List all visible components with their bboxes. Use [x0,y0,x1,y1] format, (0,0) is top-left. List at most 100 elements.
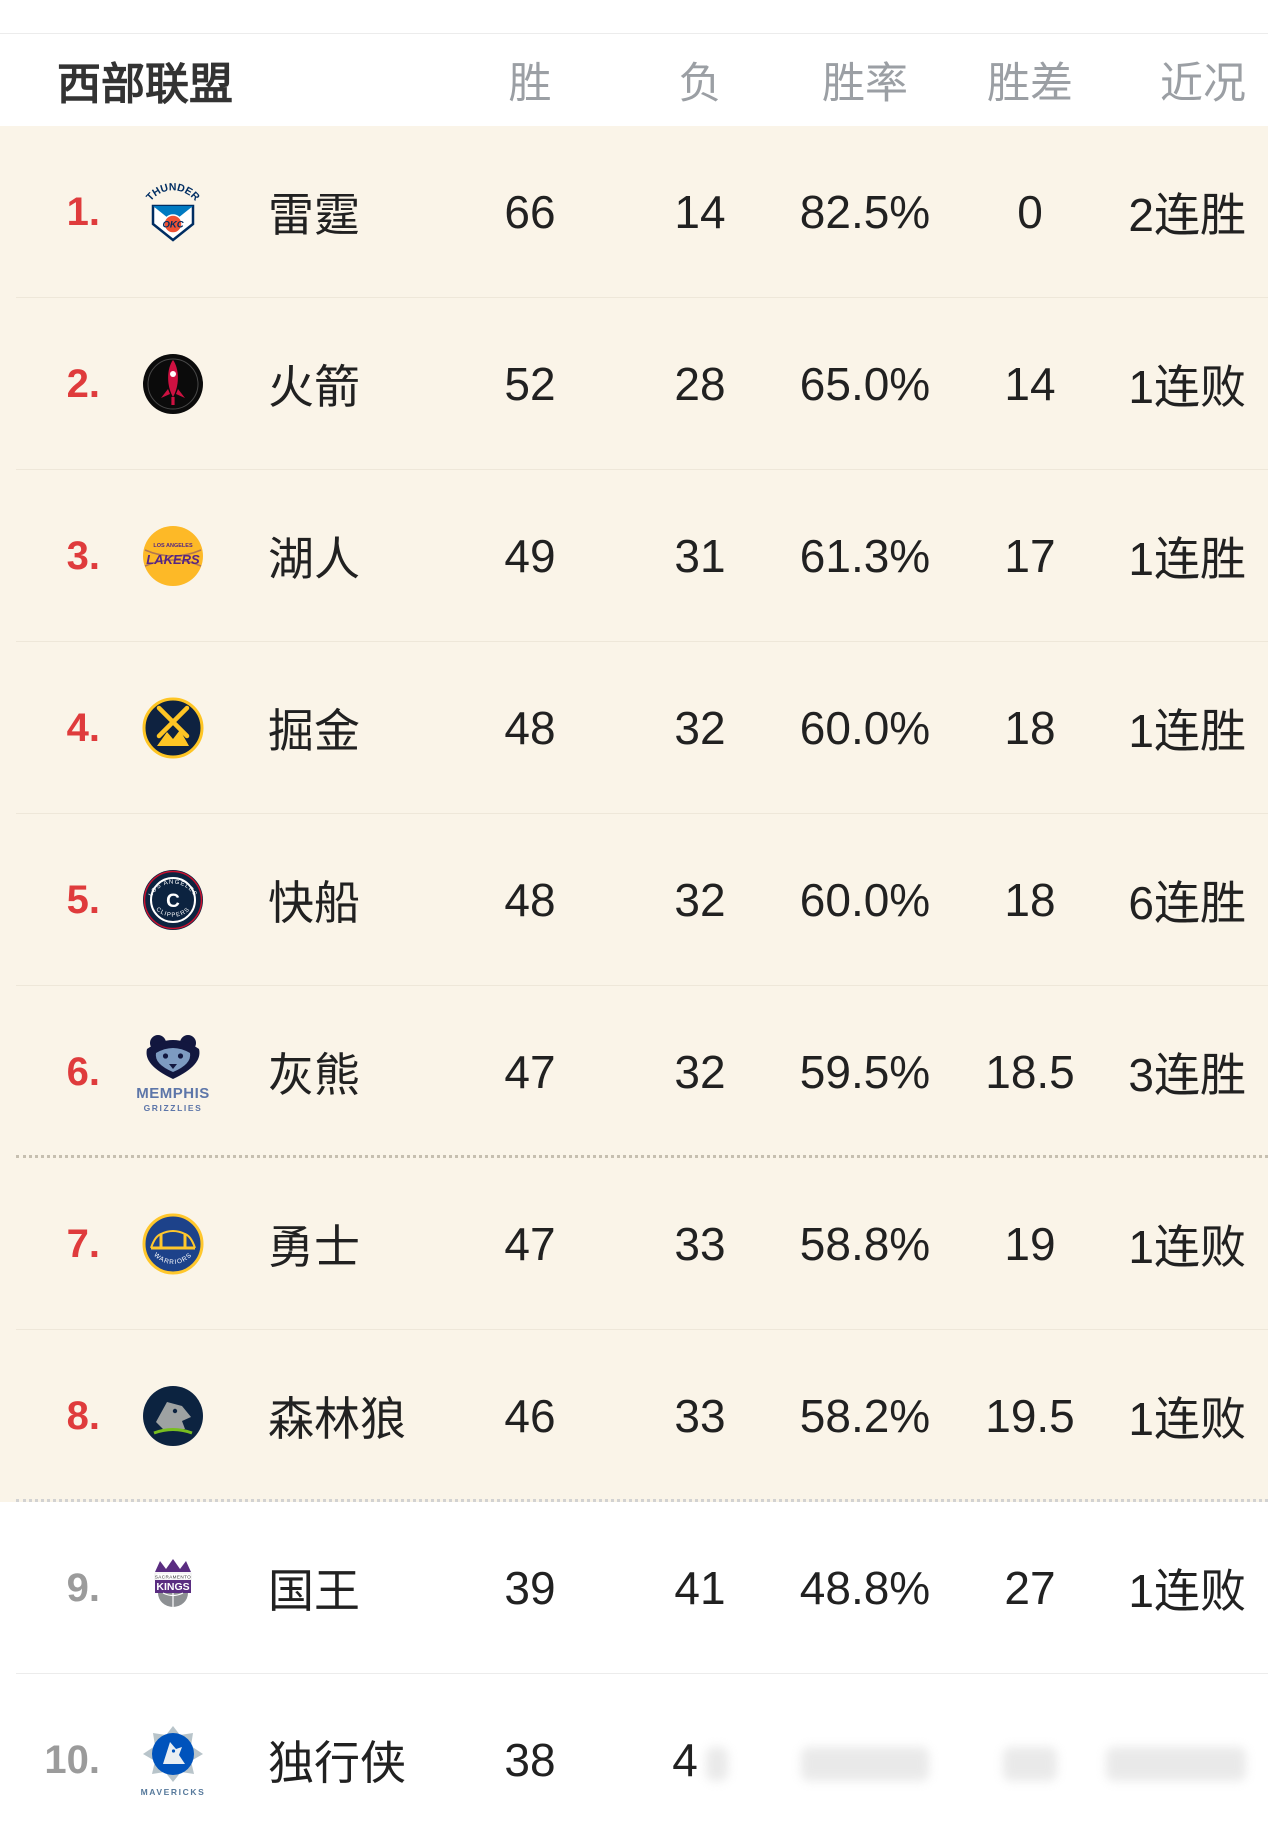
faded-cell-placeholder [801,1746,929,1781]
standings-row[interactable]: 2. 火箭 52 28 65.0% 14 1连败 [0,298,1268,470]
losses-value: 33 [674,1390,726,1442]
faded-cell-placeholder [1106,1746,1246,1781]
team-name: 独行侠 [268,1737,406,1789]
standings-row[interactable]: 5. LOS ANGELES C CLIPPERS 快船 48 32 60.0%… [0,814,1268,986]
standings-row[interactable]: 7. WARRIORS 勇士 47 33 58.8% 19 1连败 [0,1158,1268,1330]
losses-value: 32 [674,1046,726,1098]
losses-value: 33 [674,1218,726,1270]
wins-value: 48 [504,874,556,926]
pct-value [775,1733,955,1787]
team-name: 灰熊 [268,1049,360,1101]
recent-value: 1连胜 [1128,533,1246,585]
pct-value: 82.5% [799,186,931,238]
team-logo-clippers: LOS ANGELES C CLIPPERS [137,864,209,936]
team-logo-mavs: MAVERICKS [137,1724,209,1797]
top-spacer [0,0,1268,34]
losses-value: 14 [674,186,726,238]
team-name: 雷霆 [268,189,360,241]
recent-value: 6连胜 [1128,877,1246,929]
losses-value: 32 [674,702,726,754]
team-name: 火箭 [268,361,360,413]
wins-value: 66 [504,186,556,238]
rank-number: 9. [66,1565,100,1610]
rank-number: 2. [66,361,100,406]
faded-cell-placeholder [705,1746,728,1781]
pct-value: 61.3% [799,530,931,582]
team-logo-wolves [137,1380,209,1452]
wins-value: 38 [504,1734,556,1786]
gb-value: 19 [1004,1218,1056,1270]
team-name: 湖人 [268,533,360,585]
wins-value: 46 [504,1390,556,1442]
team-logo-okc: THUNDER OKC [137,176,209,248]
faded-cell-placeholder [1003,1746,1057,1781]
svg-text:LOS ANGELES: LOS ANGELES [153,543,193,549]
gb-value: 17 [1004,530,1056,582]
team-name: 国王 [268,1565,360,1617]
team-logo-nuggets [137,692,209,764]
team-name: 掘金 [268,705,360,757]
pct-value: 48.8% [799,1562,931,1614]
pct-value: 59.5% [799,1046,931,1098]
svg-text:OKC: OKC [162,220,183,231]
rank-number: 7. [66,1221,100,1266]
svg-text:LAKERS: LAKERS [146,552,200,567]
rank-number: 3. [66,533,100,578]
svg-text:THUNDER: THUNDER [144,181,202,203]
standings-row[interactable]: 4. 掘金 48 32 60.0% 18 1连胜 [0,642,1268,814]
losses-value: 31 [674,530,726,582]
recent-value [1100,1733,1246,1787]
losses-value: 32 [674,874,726,926]
standings-row[interactable]: 6. MEMPHIS GRIZZLIES 灰熊 47 32 59.5% 18.5 … [0,986,1268,1158]
gb-value: 0 [1017,186,1043,238]
losses-value: 28 [674,358,726,410]
standings-body: 1. THUNDER OKC 雷霆 66 14 82.5% 0 2连胜 2. 火… [0,126,1268,1833]
losses-value: 41 [674,1562,726,1614]
column-header-recent: 近况 [1160,60,1246,108]
team-logo-warriors: WARRIORS [137,1208,209,1280]
standings-row[interactable]: 10. MAVERICKS 独行侠 38 4 [0,1674,1268,1833]
svg-text:C: C [166,891,180,912]
column-header-pct: 胜率 [822,60,908,108]
svg-text:SACRAMENTO: SACRAMENTO [155,1574,191,1579]
gb-value: 18 [1004,702,1056,754]
gb-value: 18.5 [985,1046,1075,1098]
wins-value: 49 [504,530,556,582]
column-header-losses: 负 [678,60,722,108]
team-name: 勇士 [268,1221,360,1273]
losses-value: 4 [640,1733,760,1787]
standings-row[interactable]: 8. 森林狼 46 33 58.2% 19.5 1连败 [0,1330,1268,1502]
wins-value: 48 [504,702,556,754]
wins-value: 52 [504,358,556,410]
pct-value: 65.0% [799,358,931,410]
team-logo-kings: SACRAMENTO KINGS [137,1552,209,1624]
gb-value: 27 [1004,1562,1056,1614]
svg-text:KINGS: KINGS [156,1581,189,1593]
standings-row[interactable]: 9. SACRAMENTO KINGS 国王 39 41 48.8% 27 1连… [0,1502,1268,1674]
rank-number: 10. [44,1737,100,1782]
recent-value: 1连败 [1128,1221,1246,1273]
recent-value: 3连胜 [1128,1049,1246,1101]
pct-value: 58.2% [799,1390,931,1442]
recent-value: 1连败 [1128,1393,1246,1445]
team-logo-lakers: LOS ANGELES LAKERS [137,520,209,592]
rank-number: 6. [66,1049,100,1094]
standings-row[interactable]: 3. LOS ANGELES LAKERS 湖人 49 31 61.3% 17 … [0,470,1268,642]
recent-value: 1连胜 [1128,705,1246,757]
wins-value: 47 [504,1218,556,1270]
team-name: 快船 [268,877,360,929]
wins-value: 47 [504,1046,556,1098]
team-logo-grizzlies: MEMPHIS GRIZZLIES [136,1031,209,1113]
rank-number: 5. [66,877,100,922]
standings-row[interactable]: 1. THUNDER OKC 雷霆 66 14 82.5% 0 2连胜 [0,126,1268,298]
pct-value: 60.0% [799,702,931,754]
column-header-wins: 胜 [508,60,552,108]
team-name: 森林狼 [268,1393,406,1445]
rank-number: 1. [66,189,100,234]
recent-value: 1连败 [1128,361,1246,413]
pct-value: 58.8% [799,1218,931,1270]
gb-value [960,1733,1100,1787]
rank-number: 4. [66,705,100,750]
recent-value: 2连胜 [1128,189,1246,241]
